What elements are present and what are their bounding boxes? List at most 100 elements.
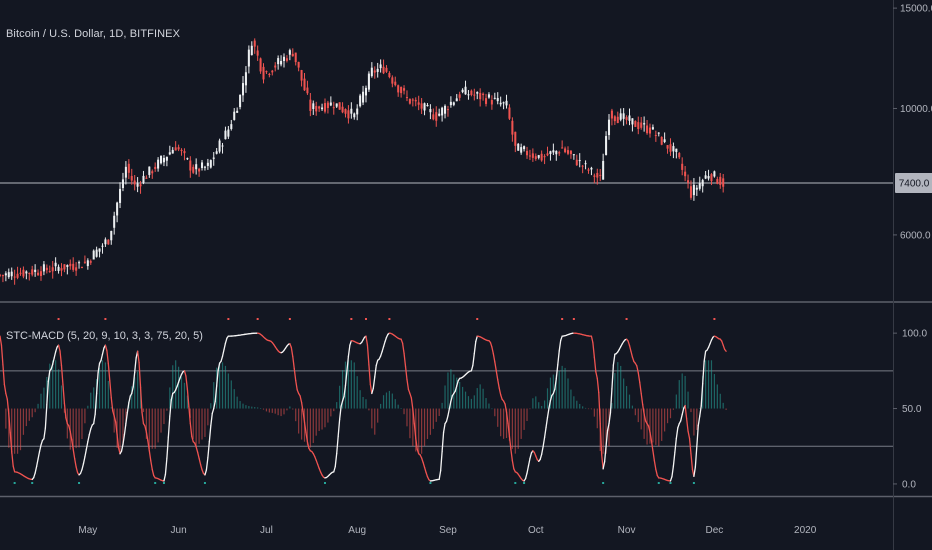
stc-line-segment [69, 430, 73, 441]
candle [648, 123, 652, 138]
stc-line-segment [164, 457, 168, 476]
stc-line-segment [3, 383, 7, 395]
x-tick-label: Dec [706, 525, 724, 536]
candle-body [543, 156, 546, 158]
candle-body [69, 263, 72, 267]
candle-body [83, 261, 86, 263]
stc-line-segment [81, 463, 85, 471]
candle-body [575, 159, 578, 166]
candle-body [271, 70, 274, 73]
stc-line-segment [134, 357, 137, 373]
candle-body [309, 99, 312, 111]
stc-line-segment [63, 402, 67, 419]
stc-line-segment [126, 402, 130, 414]
candle [174, 141, 177, 151]
candle [681, 157, 684, 176]
candle-body [367, 73, 370, 90]
candle [405, 90, 408, 102]
histogram-bar [37, 403, 39, 409]
histogram-bar [233, 389, 235, 409]
histogram-bar [526, 408, 528, 421]
candle-body [326, 102, 329, 109]
candle [60, 263, 63, 277]
histogram-bar [265, 408, 268, 412]
candle [663, 132, 666, 144]
candle [397, 84, 400, 97]
candle-body [426, 105, 429, 107]
stc-line-segment [374, 364, 377, 378]
stc-line-segment [473, 340, 477, 355]
candle-body [411, 99, 414, 101]
stc-line-segment [558, 339, 562, 352]
stc-line-segment [381, 346, 385, 353]
stc-line-segment [344, 370, 348, 387]
candle-body [461, 89, 464, 93]
candle-body [420, 103, 423, 109]
stc-line-segment [494, 361, 497, 372]
stc-line-segment [606, 422, 610, 432]
stc-line-segment [346, 355, 350, 372]
histogram-bar [43, 387, 45, 409]
candle [467, 90, 470, 100]
candle-body [637, 122, 640, 129]
candle [414, 97, 417, 107]
candle [385, 65, 388, 73]
candle-body [561, 147, 564, 149]
stc-line-segment [62, 383, 66, 404]
stc-line-segment [560, 335, 563, 342]
histogram-bar [239, 401, 241, 409]
candle-body [613, 116, 616, 122]
stc-line-segment [445, 415, 449, 423]
histogram-bar [186, 395, 188, 409]
candle-body [476, 92, 479, 94]
histogram-bar [110, 407, 112, 409]
stc-line-segment [672, 451, 676, 467]
stc-line-segment [82, 456, 86, 465]
stc-line-segment [687, 430, 691, 439]
candle-body [569, 150, 572, 155]
candle [318, 105, 321, 112]
histogram-bar [555, 374, 557, 409]
candle-body [121, 179, 124, 189]
stc-line-segment [609, 388, 613, 414]
histogram-bar [163, 408, 165, 425]
histogram-bar [213, 382, 215, 409]
candle [496, 92, 499, 105]
stc-line-segment [498, 387, 502, 396]
candle-body [362, 91, 365, 103]
candle [288, 48, 291, 61]
stc-line-segment [40, 439, 44, 446]
stc-line-segment [38, 444, 42, 453]
candle [151, 169, 154, 179]
candle-body [605, 136, 608, 155]
stc-line-segment [382, 341, 386, 348]
stc-line-segment [590, 335, 594, 344]
candle [452, 101, 455, 107]
histogram-bar [511, 408, 513, 449]
histogram-bar [666, 408, 669, 424]
candle-body [713, 171, 716, 177]
stc-line-segment [630, 350, 634, 358]
histogram-bar [321, 408, 323, 430]
stc-line-segment [601, 454, 604, 470]
histogram-bar [178, 366, 180, 409]
histogram-bar [353, 362, 355, 409]
candle [253, 38, 256, 54]
histogram-bar [514, 408, 516, 454]
stc-line-segment [555, 364, 559, 380]
histogram-bar [210, 403, 212, 409]
candle [180, 148, 183, 156]
buy-signal-dot [154, 482, 157, 484]
histogram-bar [365, 399, 367, 409]
stc-line-segment [723, 348, 727, 352]
price-tick-label: 6000.0 [900, 230, 931, 241]
stc-line-segment [546, 407, 550, 418]
candle-body [353, 113, 356, 118]
histogram-bar [681, 373, 683, 409]
stc-line-segment [216, 369, 219, 387]
candle [695, 185, 698, 196]
stc-line-segment [179, 373, 183, 379]
stc-line-segment [120, 443, 124, 452]
histogram-bar [28, 408, 30, 421]
stc-line-segment [292, 355, 295, 370]
